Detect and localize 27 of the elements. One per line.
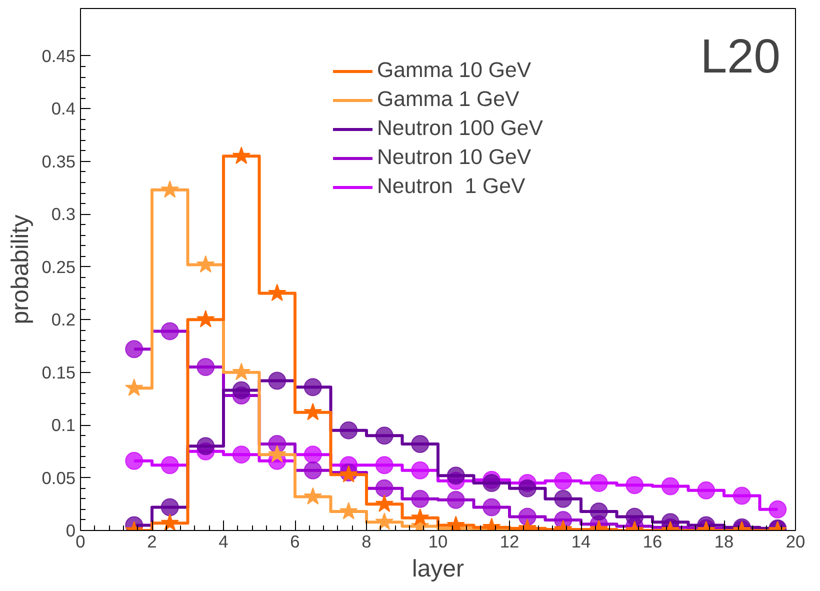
x-tick-label: 16 [642,532,662,552]
legend-label: Gamma 10 GeV [377,58,532,83]
x-tick-label: 18 [714,532,734,552]
x-tick-label: 10 [428,532,448,552]
y-tick-label: 0.15 [42,362,76,382]
legend-label: Neutron 100 GeV [377,116,543,141]
x-tick-label: 20 [786,532,806,552]
y-tick-label: 0.1 [51,415,76,436]
y-tick-label: 0.45 [42,46,76,66]
y-axis-title: probability [6,214,34,324]
x-axis-title: layer [412,556,464,582]
legend-label: Gamma 1 GeV [377,87,520,112]
y-tick-label: 0.2 [51,310,76,330]
x-tick-label: 2 [147,532,157,552]
y-tick-label: 0.25 [42,256,76,277]
x-tick-label: 6 [290,532,300,552]
x-tick-label: 12 [500,532,520,552]
y-tick-label: 0.4 [51,98,76,119]
y-tick-label: 0.3 [51,204,76,224]
legend-label: Neutron 10 GeV [377,145,532,170]
annotation: L20 [700,30,781,84]
x-tick-label: 4 [218,532,229,552]
x-tick-label: 14 [571,532,591,552]
legend-label: Neutron 1 GeV [377,174,526,199]
x-tick-label: 8 [362,532,372,552]
y-tick-label: 0.35 [42,151,76,172]
y-tick-label: 0.05 [42,468,76,488]
